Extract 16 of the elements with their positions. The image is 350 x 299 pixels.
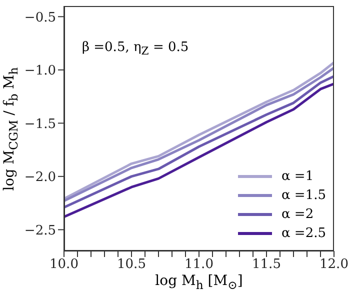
x-tick-label: 11.0	[184, 257, 214, 272]
x-tick-label: 10.0	[50, 257, 78, 272]
legend-label: α =1	[282, 169, 314, 184]
legend-label: α =1.5	[282, 188, 326, 203]
x-tick-label: 11.5	[252, 257, 281, 272]
legend-label: α =2.5	[282, 226, 326, 241]
legend-label: α =2	[282, 207, 314, 222]
y-tick-label: −2.0	[24, 170, 56, 186]
y-tick-label: −1.5	[24, 116, 56, 132]
x-tick-label: 12.0	[320, 257, 348, 272]
y-tick-label: −2.5	[24, 223, 56, 238]
y-tick-label: −1.0	[24, 64, 56, 79]
x-tick-label: 10.5	[117, 257, 146, 272]
x-axis-title: log M$_{h}$ [M$_{⊙}$]	[154, 273, 244, 292]
y-tick-label: −0.5	[24, 10, 56, 26]
annotation: β =0.5, η$_{Z}$ = 0.5	[82, 40, 189, 58]
